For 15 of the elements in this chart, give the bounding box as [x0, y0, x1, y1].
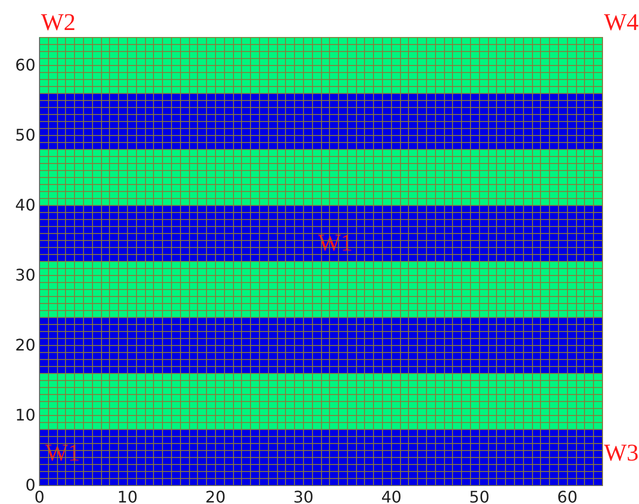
x-tick-label: 20: [205, 488, 226, 504]
annotation: W4: [604, 10, 639, 36]
y-tick-label: 50: [15, 126, 36, 144]
x-tick-label: 30: [293, 488, 314, 504]
x-tick-label: 60: [557, 488, 578, 504]
annotation: W2: [41, 10, 76, 36]
annotation: W3: [604, 440, 639, 466]
x-tick-label: 50: [469, 488, 490, 504]
x-tick-label: 10: [117, 488, 138, 504]
y-tick-label: 60: [15, 56, 36, 74]
y-tick-label: 10: [15, 406, 36, 424]
x-tick-label: 40: [381, 488, 402, 504]
y-tick-label: 20: [15, 336, 36, 354]
y-tick-label: 30: [15, 266, 36, 284]
y-tick-label: 40: [15, 196, 36, 214]
